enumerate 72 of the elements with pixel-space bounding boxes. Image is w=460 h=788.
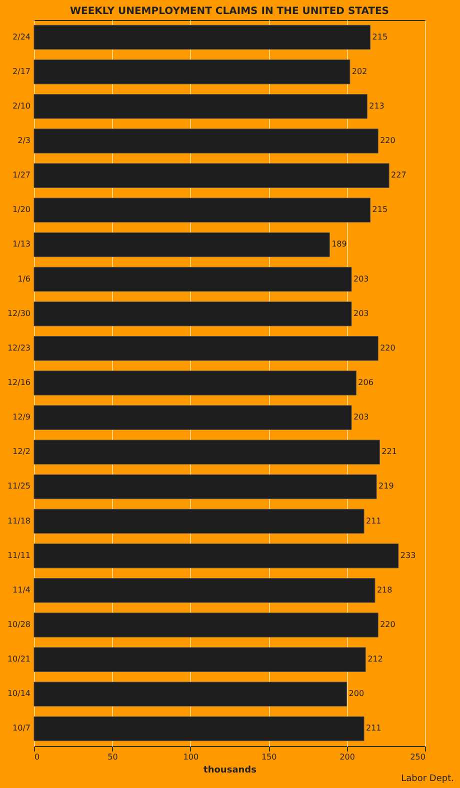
y-tick-label: 11/4 (12, 585, 30, 594)
y-tick-label: 2/17 (12, 66, 30, 76)
bar (34, 682, 348, 706)
data-label: 233 (400, 550, 416, 560)
data-label: 211 (366, 724, 382, 733)
y-tick-label: 10/28 (7, 620, 30, 629)
bar (34, 544, 399, 568)
y-tick-label: 12/2 (12, 447, 30, 456)
data-label: 220 (380, 136, 396, 145)
x-tick-label: 50 (108, 752, 118, 762)
x-tick-label: 100 (183, 752, 199, 762)
bar (34, 405, 352, 430)
data-label: 215 (372, 205, 388, 214)
data-label: 219 (378, 482, 394, 491)
y-tick-label: 2/3 (18, 136, 30, 145)
bar (34, 370, 356, 396)
bar (34, 578, 376, 603)
data-label: 218 (376, 585, 392, 594)
y-tick-label: 11/11 (7, 550, 30, 560)
data-label: 203 (353, 412, 369, 422)
y-tick-label: 12/23 (7, 343, 30, 352)
data-label: 203 (353, 308, 369, 318)
data-label: 206 (358, 378, 374, 387)
bar (34, 198, 371, 222)
data-label: 203 (353, 274, 369, 284)
bar (34, 612, 378, 638)
chart-title: WEEKLY UNEMPLOYMENT CLAIMS IN THE UNITED STATES (70, 6, 390, 17)
bar (34, 302, 352, 326)
y-tick-label: 1/13 (12, 240, 30, 249)
y-tick-label: 12/9 (12, 412, 30, 422)
bar (34, 94, 368, 119)
data-label: 220 (380, 620, 396, 629)
bar (34, 163, 390, 188)
data-label: 215 (372, 32, 388, 42)
text: Labor Dept. (401, 774, 454, 784)
bar (34, 60, 350, 84)
data-label: 202 (352, 66, 368, 76)
bar (34, 508, 364, 534)
bar (34, 232, 330, 258)
x-tick-label: 150 (261, 752, 277, 762)
data-label: 221 (382, 447, 397, 456)
y-tick-label: 12/30 (7, 308, 30, 318)
y-tick-label: 1/20 (12, 205, 30, 214)
y-tick-label: 1/27 (12, 170, 30, 180)
y-tick-label: 11/18 (7, 516, 30, 526)
bar (34, 474, 377, 500)
bar (34, 716, 364, 742)
x-tick-label: 200 (340, 752, 355, 762)
bar (34, 24, 371, 50)
data-label: 211 (366, 516, 382, 526)
data-label: 213 (369, 101, 384, 110)
data-label: 220 (380, 343, 396, 352)
bar (34, 440, 380, 464)
data-label: 200 (348, 689, 364, 698)
y-tick-label: 10/7 (12, 724, 30, 733)
x-axis-title: thousands (204, 766, 256, 776)
y-tick-label: 12/16 (7, 378, 30, 387)
bar (34, 266, 352, 292)
bar (34, 647, 366, 672)
y-tick-label: 1/6 (18, 274, 30, 284)
bar (34, 336, 378, 361)
data-label: 189 (332, 240, 347, 249)
y-tick-label: 10/21 (7, 654, 30, 664)
bar (34, 128, 378, 154)
y-tick-label: 11/25 (7, 482, 30, 491)
data-label: 212 (368, 654, 383, 664)
y-tick-label: 2/24 (12, 32, 30, 42)
y-tick-label: 2/10 (12, 101, 30, 110)
data-label: 227 (391, 170, 406, 180)
x-tick-label: 0 (34, 752, 40, 762)
y-tick-label: 10/14 (7, 689, 30, 698)
x-tick-label: 250 (410, 752, 426, 762)
